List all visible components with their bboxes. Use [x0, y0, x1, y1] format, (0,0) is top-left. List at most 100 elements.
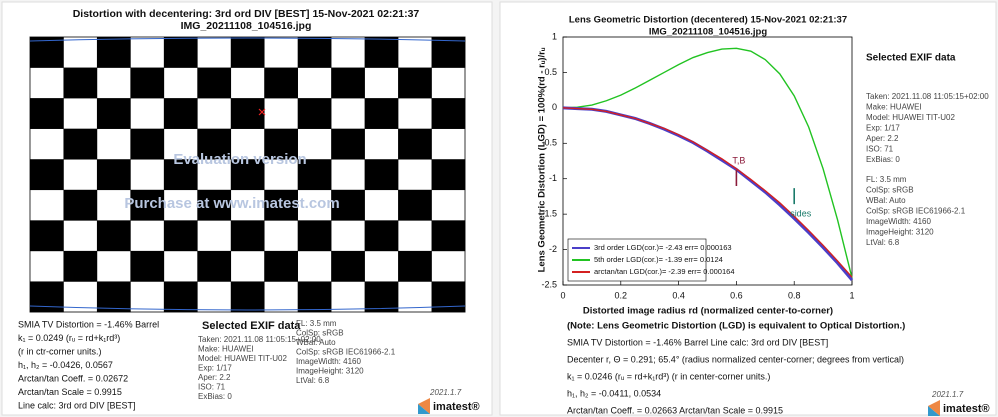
square — [230, 220, 265, 252]
exif-title: Selected EXIF data — [202, 320, 301, 332]
square — [264, 250, 298, 282]
edge-curve — [29, 37, 466, 42]
result-line: h₁, h₂ = -0.0426, 0.0567 — [18, 360, 113, 370]
annotation: sides — [790, 209, 812, 219]
exif-line: Exp: 1/17 — [866, 124, 900, 133]
exif-line: ColSp: sRGB IEC61966-2.1 — [296, 348, 396, 357]
square — [130, 189, 165, 221]
square — [197, 67, 232, 99]
square — [163, 159, 198, 191]
series-line — [562, 47, 853, 279]
y-tick-label: -2.5 — [541, 279, 557, 289]
square — [431, 98, 466, 129]
square — [364, 159, 399, 191]
square — [30, 37, 64, 68]
square — [130, 250, 165, 282]
x-tick-label: 0.6 — [730, 290, 743, 300]
result-line: Arctan/tan Coeff. = 0.02672 — [18, 373, 128, 383]
exif-line: Aper: 2.2 — [866, 134, 899, 143]
exif-line: ExBias: 0 — [198, 392, 232, 401]
exif-line: ImageWidth: 4160 — [866, 217, 931, 226]
result-line: Line calc: 3rd ord DIV [BEST] — [18, 400, 136, 410]
result-line: Arctan/tan Scale = 0.9915 — [18, 387, 122, 397]
exif-line: FL: 3.5 mm — [296, 319, 337, 328]
square — [398, 128, 432, 160]
exif-line: ImageHeight: 3120 — [296, 367, 364, 376]
square — [230, 159, 265, 191]
version: 2021.1.7 — [931, 390, 964, 399]
y-tick-label: -0.5 — [541, 138, 557, 148]
checkerboard — [29, 36, 466, 313]
exif-line: WBal: Auto — [866, 196, 906, 205]
x-tick-label: 0.4 — [672, 290, 685, 300]
square — [364, 281, 399, 313]
exif-line: LtVal: 6.8 — [296, 376, 330, 385]
square — [431, 281, 466, 313]
square — [130, 67, 165, 99]
exif-line: WBal: Auto — [296, 338, 336, 347]
logo-icon — [928, 400, 940, 416]
square — [331, 128, 365, 160]
square — [431, 37, 466, 68]
square — [431, 220, 466, 252]
square — [398, 250, 432, 282]
result-line: k₁ = 0.0246 (rᵤ = rd+k₁rd³) (r in center… — [567, 371, 770, 381]
annotation: T,B — [732, 155, 745, 165]
exif-line: ExBias: 0 — [866, 155, 900, 164]
square — [364, 98, 399, 129]
result-line: SMIA TV Distortion = -1.46% Barrel — [18, 319, 159, 329]
exif-line: ImageWidth: 4160 — [296, 357, 361, 366]
logo-icon — [418, 398, 430, 414]
square — [197, 189, 232, 221]
series-line — [562, 107, 853, 278]
y-axis-label: Lens Geometric Distortion (LGD) = 100%(r… — [537, 47, 548, 272]
chart-subtitle: IMG_20211108_104516.jpg — [649, 27, 768, 38]
square — [30, 159, 64, 191]
exif-title: Selected EXIF data — [866, 53, 956, 64]
square — [63, 189, 98, 221]
square — [163, 98, 198, 129]
square — [297, 37, 332, 68]
exif-line: ISO: 71 — [866, 145, 894, 154]
square — [264, 67, 298, 99]
square — [297, 98, 332, 129]
x-tick-label: 0 — [560, 290, 565, 300]
version: 2021.1.7 — [429, 388, 462, 397]
logo: imatest® — [943, 403, 990, 415]
result-line: SMIA TV Distortion = -1.46% Barrel Line … — [567, 337, 828, 347]
exif-line: Taken: 2021.11.08 11:05:15+02:00 — [866, 92, 989, 101]
exif-line: ImageHeight: 3120 — [866, 228, 934, 237]
square — [30, 281, 64, 313]
square — [230, 281, 265, 313]
square — [398, 189, 432, 221]
square — [63, 128, 98, 160]
y-tick-label: -2 — [549, 244, 557, 254]
left-title: Distortion with decentering: 3rd ord DIV… — [73, 8, 420, 20]
x-axis-label: Distorted image radius rd (normalized ce… — [583, 306, 833, 317]
left-filename: IMG_20211108_104516.jpg — [181, 20, 312, 32]
exif-line: Taken: 2021.11.08 11:05:15+02:00 — [198, 335, 321, 344]
square — [96, 281, 131, 313]
exif-line: Model: HUAWEI TIT-U02 — [198, 354, 287, 363]
result-line: k₁ = 0.0249 (rᵤ = rd+k₁rd³) — [18, 333, 120, 343]
center-mark — [258, 108, 266, 116]
exif-line: ColSp: sRGB — [866, 186, 914, 195]
square — [163, 281, 198, 313]
legend-label: arctan/tan LGD(cor.)= -2.39 err= 0.00016… — [594, 267, 735, 276]
exif-line: ColSp: sRGB IEC61966-2.1 — [866, 207, 966, 216]
square — [331, 189, 365, 221]
result-line: h₁, h₂ = -0.0411, 0.0534 — [567, 388, 661, 398]
square — [264, 189, 298, 221]
square — [96, 37, 131, 68]
result-line: (r in ctr-corner units.) — [18, 346, 102, 356]
exif-line: ColSp: sRGB — [296, 329, 344, 338]
square — [398, 67, 432, 99]
square — [230, 37, 265, 68]
x-tick-label: 0.8 — [788, 290, 801, 300]
exif-line: Make: HUAWEI — [198, 345, 254, 354]
legend-label: 5th order LGD(cor.)= -1.39 err= 0.0124 — [594, 255, 723, 264]
square — [431, 159, 466, 191]
y-tick-label: 0.5 — [544, 67, 557, 77]
square — [331, 67, 365, 99]
exif-line: FL: 3.5 mm — [866, 175, 907, 184]
